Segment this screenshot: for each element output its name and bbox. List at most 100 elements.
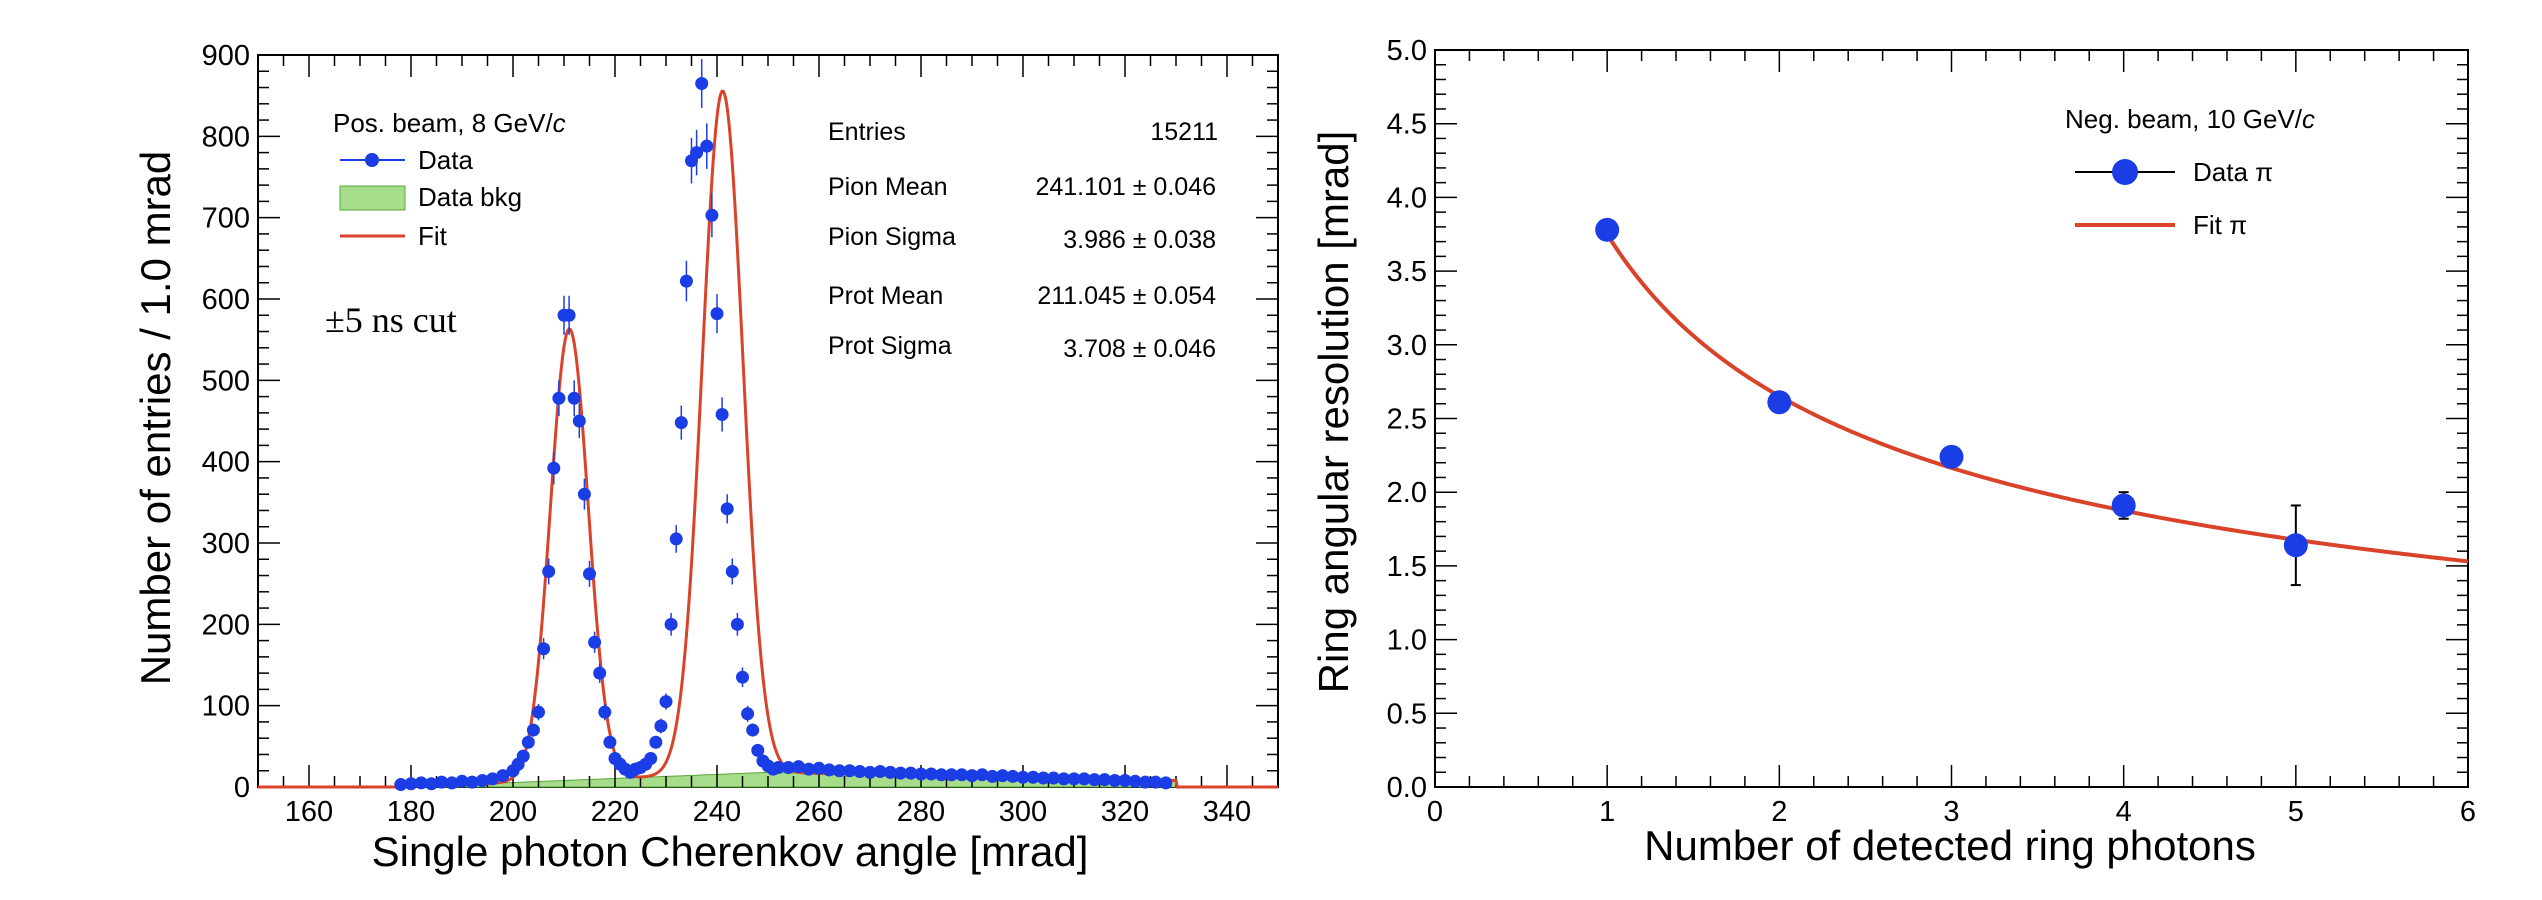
data-point (996, 769, 1010, 783)
right-data-points (1595, 217, 2308, 587)
data-point (455, 774, 469, 788)
right-legend: Neg. beam, 10 GeV/c Data π Fit π (2065, 104, 2315, 240)
data-point (547, 461, 561, 475)
data-point (710, 307, 724, 321)
data-point (781, 760, 795, 774)
legend-data-marker (340, 153, 405, 167)
left-x-axis-title: Single photon Cherenkov angle [mrad] (372, 828, 1089, 875)
data-point (516, 749, 530, 763)
data-point (562, 308, 576, 322)
data-point (583, 567, 596, 581)
y-tick-label: 0 (234, 772, 250, 804)
right-axis-ticks: 0 1 2 3 4 5 6 0.0 0.5 1.0 1.5 2.0 2.5 3.0 3.5 4.0 4.5 5.0 (1387, 35, 2476, 828)
y-tick-label: 4.0 (1387, 182, 1427, 214)
stats-label-pion-mean: Pion Mean (828, 173, 948, 201)
data-point (542, 564, 556, 578)
data-point (730, 617, 744, 631)
data-point (654, 719, 668, 733)
data-point (975, 768, 989, 782)
data-point (588, 635, 602, 649)
data-point (475, 773, 489, 787)
legend-data-pi-marker (2075, 159, 2175, 185)
y-tick-label: 3.5 (1387, 256, 1427, 288)
y-tick-label: 600 (202, 284, 250, 316)
data-point (1098, 773, 1112, 787)
data-point (705, 208, 719, 222)
stats-value-prot-sigma: 3.708 ± 0.046 (1063, 335, 1216, 363)
data-point (664, 617, 678, 631)
data-point (598, 705, 612, 719)
x-tick-label: 2 (1771, 796, 1787, 828)
y-tick-label: 0.0 (1387, 772, 1427, 804)
x-tick-label: 240 (693, 796, 741, 828)
y-tick-label: 500 (202, 365, 250, 397)
data-point (1118, 773, 1132, 787)
stats-label-pion-sigma: Pion Sigma (828, 223, 956, 251)
data-point (945, 768, 959, 782)
y-tick-label: 4.5 (1387, 109, 1427, 141)
data-point (394, 778, 408, 792)
data-point (751, 743, 765, 757)
x-tick-label: 180 (387, 796, 435, 828)
left-legend-bkg-label: Data bkg (418, 182, 522, 212)
data-pi-point (1595, 217, 1620, 242)
left-legend-header: Pos. beam, 8 GeV/c (333, 108, 566, 138)
data-point (649, 735, 663, 749)
data-point (715, 407, 729, 421)
left-axis-ticks: 160 180 200 220 240 260 280 300 320 340 0 100 200 300… (202, 40, 1279, 828)
data-point (934, 768, 948, 782)
left-axes-box (257, 54, 1279, 788)
data-point (1077, 772, 1091, 786)
x-tick-label: 4 (2116, 796, 2132, 828)
stats-value-entries: 15211 (1150, 118, 1218, 146)
data-point (1057, 772, 1071, 786)
data-point (853, 765, 867, 779)
data-point (725, 564, 739, 578)
data-point (1149, 775, 1163, 789)
y-tick-label: 400 (202, 447, 250, 479)
data-point (832, 764, 846, 778)
y-tick-label: 5.0 (1387, 35, 1427, 67)
data-point (873, 765, 887, 779)
data-point (746, 723, 760, 737)
x-tick-label: 5 (2288, 796, 2304, 828)
stats-value-pion-sigma: 3.986 ± 0.038 (1063, 226, 1216, 254)
data-point (1128, 774, 1142, 788)
y-tick-label: 300 (202, 528, 250, 560)
data-point (1047, 771, 1061, 785)
data-pi-point (2283, 533, 2308, 558)
y-tick-label: 800 (202, 121, 250, 153)
data-point (883, 765, 897, 779)
data-point (1159, 776, 1173, 790)
y-tick-label: 2.0 (1387, 477, 1427, 509)
x-tick-label: 320 (1101, 796, 1149, 828)
data-point (812, 761, 826, 775)
data-point (674, 416, 688, 430)
data-point (669, 532, 683, 546)
right-plot-frame (1434, 49, 2469, 788)
x-tick-label: 0 (1427, 796, 1443, 828)
data-point (771, 760, 785, 774)
stats-value-pion-mean: 241.101 ± 0.046 (1035, 173, 1216, 201)
left-chart: 160 180 200 220 240 260 280 300 320 340 0 100 200 300… (132, 40, 1279, 875)
x-tick-label: 280 (897, 796, 945, 828)
data-point (802, 762, 816, 776)
data-point (924, 767, 938, 781)
data-point (690, 146, 704, 160)
data-point (843, 764, 857, 778)
data-point (965, 769, 979, 783)
x-tick-label: 300 (999, 796, 1047, 828)
data-point (1006, 769, 1020, 783)
data-point (1067, 772, 1081, 786)
data-point (904, 766, 918, 780)
data-point (679, 274, 693, 288)
left-legend-data-label: Data (418, 145, 473, 175)
x-tick-label: 3 (1943, 796, 1959, 828)
data-point (435, 775, 449, 789)
data-point (736, 670, 749, 684)
data-point (894, 766, 908, 780)
fit-pi-line (1605, 233, 2469, 564)
data-point (955, 768, 969, 782)
data-point (914, 767, 928, 781)
right-axes-box (1434, 49, 2469, 788)
